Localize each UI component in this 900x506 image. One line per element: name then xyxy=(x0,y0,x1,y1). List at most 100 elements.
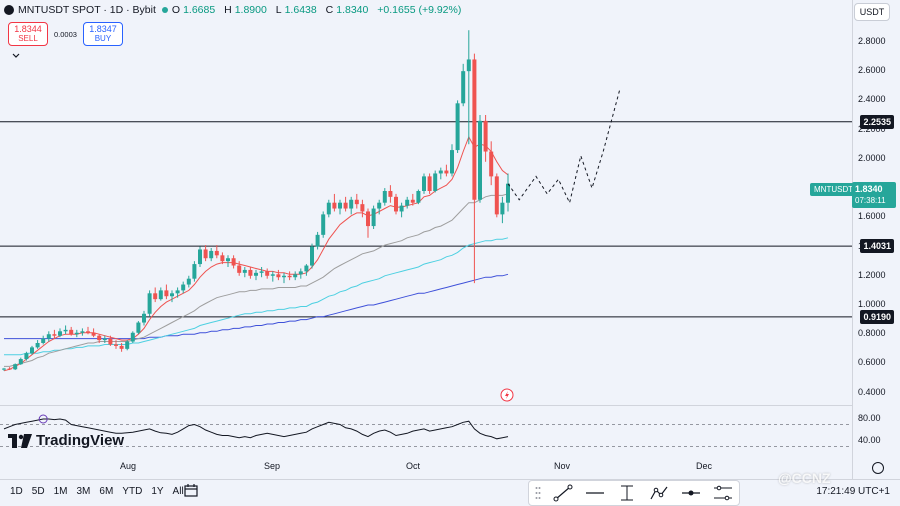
time-tick-label: Dec xyxy=(696,461,713,471)
candle-body xyxy=(2,368,6,370)
candle-body xyxy=(298,271,303,275)
low-value: 1.6438 xyxy=(284,4,317,16)
candle-body xyxy=(119,345,124,349)
candle-body xyxy=(349,199,354,209)
candle-body xyxy=(438,170,443,174)
trade-panel: 1.8344 SELL 0.0003 1.8347 BUY xyxy=(8,22,123,46)
sell-label: SELL xyxy=(18,34,38,43)
candle-body xyxy=(265,271,270,276)
clock-readout[interactable]: 17:21:49 UTC+1 xyxy=(816,486,890,497)
candle-body xyxy=(394,196,398,212)
price-tick-label: 1.2000 xyxy=(858,269,886,280)
range-ytd[interactable]: YTD xyxy=(122,486,143,497)
candle-body xyxy=(310,246,314,266)
symbol-header: MNTUSDT SPOT · 1D · Bybit O 1.6685 H 1.890… xyxy=(4,4,464,16)
candle-body xyxy=(282,275,286,278)
range-1d[interactable]: 1D xyxy=(10,486,23,497)
candle-body xyxy=(500,202,505,215)
candle-body xyxy=(136,322,141,333)
tradingview-logo: TradingView xyxy=(8,432,124,449)
range-6m[interactable]: 6M xyxy=(99,486,114,497)
candle-body xyxy=(287,275,292,278)
drag-handle-icon[interactable] xyxy=(535,486,541,500)
chevron-down-icon[interactable] xyxy=(12,52,20,60)
level-tag: 0.9190 xyxy=(860,309,894,324)
pane-divider[interactable] xyxy=(0,405,852,406)
candle-body xyxy=(461,71,466,104)
candle-body xyxy=(489,151,494,177)
ranges-icon[interactable] xyxy=(713,484,733,502)
candle-body xyxy=(63,329,68,332)
candle-body xyxy=(506,183,510,203)
trend-line-icon[interactable] xyxy=(553,484,573,502)
candle-body xyxy=(198,249,202,265)
symbol-title[interactable]: MNTUSDT SPOT · 1D · Bybit xyxy=(18,4,156,16)
market-open-dot-icon xyxy=(161,7,168,13)
candle-body xyxy=(450,150,454,174)
candle-body xyxy=(427,176,432,191)
candle-body xyxy=(455,103,460,151)
gear-icon[interactable] xyxy=(872,462,884,474)
time-tick-label: Nov xyxy=(554,461,571,471)
change-value: +0.1655 (+9.92%) xyxy=(377,4,462,16)
sell-button[interactable]: 1.8344 SELL xyxy=(8,22,48,46)
candle-body xyxy=(321,214,326,235)
ema-mid-line xyxy=(4,193,509,367)
price-tick-label: 2.0000 xyxy=(858,152,886,163)
candle-body xyxy=(405,199,410,206)
candle-body xyxy=(35,343,40,348)
range-1y[interactable]: 1Y xyxy=(151,486,164,497)
candle-body xyxy=(472,59,477,200)
candle-body xyxy=(270,274,275,276)
level-tag: 2.2535 xyxy=(860,114,894,129)
candle-body xyxy=(494,176,499,215)
candle-body xyxy=(422,176,426,191)
high-label: H xyxy=(224,4,232,16)
candle-body xyxy=(102,338,107,341)
buy-price: 1.8347 xyxy=(89,24,117,34)
candle-body xyxy=(237,265,242,273)
candle-body xyxy=(30,347,34,354)
range-all[interactable]: All xyxy=(172,486,184,497)
candle-body xyxy=(13,364,18,370)
range-5d[interactable]: 5D xyxy=(31,486,45,497)
arrow-marker-icon[interactable] xyxy=(681,484,701,502)
high-value: 1.8900 xyxy=(234,4,267,16)
osc-marker xyxy=(38,414,48,424)
range-3m[interactable]: 3M xyxy=(76,486,91,497)
horizontal-line-icon[interactable] xyxy=(585,484,605,502)
candle-body xyxy=(377,202,382,209)
candle-body xyxy=(478,120,482,200)
spread-value: 0.0003 xyxy=(54,29,77,39)
fib-retracement-icon[interactable] xyxy=(617,484,637,502)
ema-fast-line xyxy=(3,135,509,372)
range-1m[interactable]: 1M xyxy=(53,486,68,497)
candle-body xyxy=(142,313,146,323)
price-tick-label: 1.0000 xyxy=(858,299,886,309)
candle-body xyxy=(91,332,96,336)
chart-canvas[interactable] xyxy=(0,0,900,479)
candle-body xyxy=(214,250,219,256)
candle-body xyxy=(130,332,135,342)
candle-body xyxy=(175,290,180,294)
price-tick-label: 0.6000 xyxy=(858,357,886,368)
candle-body xyxy=(399,205,404,212)
price-tick-label: 2.4000 xyxy=(858,94,886,105)
watermark: @CCNZ xyxy=(778,470,831,486)
ema-long-line xyxy=(4,273,509,340)
osc-tick-label: 40.00 xyxy=(858,435,881,445)
calendar-icon[interactable] xyxy=(184,484,198,497)
bybit-logo-icon xyxy=(4,5,14,15)
candle-body xyxy=(86,331,90,333)
candle-body xyxy=(69,329,74,335)
candle-body xyxy=(153,293,158,300)
candle-body xyxy=(186,278,191,285)
currency-select[interactable]: USDT xyxy=(854,3,890,21)
candle-body xyxy=(125,341,130,349)
date-range-selector: 1D 5D 1M 3M 6M YTD 1Y All xyxy=(10,486,184,497)
path-icon[interactable] xyxy=(649,484,669,502)
candle-body xyxy=(18,359,23,365)
candle-body xyxy=(41,338,46,343)
buy-button[interactable]: 1.8347 BUY xyxy=(82,22,123,46)
